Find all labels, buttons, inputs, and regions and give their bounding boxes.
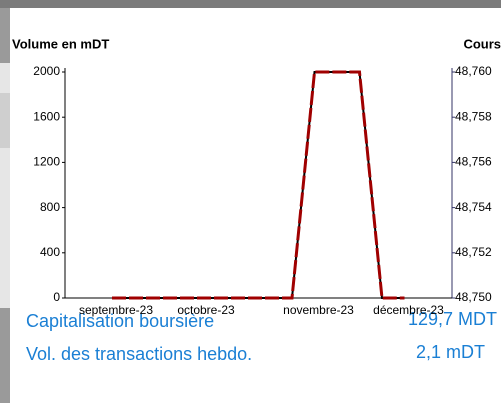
x-tick-label: septembre-23 [79,303,153,317]
y2-tick-label: 48,756 [455,155,492,169]
y-axis-title: Volume en mDT [12,36,109,51]
line-series [112,70,405,300]
x-tick-label: novembre-23 [283,303,354,317]
indicator-value: 2,1 mDT [416,342,485,362]
line-series [112,71,405,299]
y-tick-label: 1200 [33,155,60,169]
y-tick-label: 1600 [33,109,60,123]
y2-tick-label: 48,754 [455,200,492,214]
y2-axis-title: Cours [463,36,501,51]
indicator-label: Capitalisation boursière [26,311,214,331]
y-tick-label: 800 [40,200,60,214]
x-tick-label: octobre-23 [177,303,235,317]
panel [10,8,501,403]
indicator-label: Vol. des transactions hebdo. [26,344,252,364]
y-tick-label: 400 [40,245,60,259]
y-tick-label: 2000 [33,64,60,78]
sidebar [0,8,10,403]
y-tick-label: 0 [53,290,60,304]
x-tick-label: décembre-23 [373,303,444,317]
indicator-value: 129,7 MDT [408,309,497,329]
y2-tick-label: 48,752 [455,245,492,259]
y2-tick-label: 48,750 [455,290,492,304]
y2-tick-label: 48,758 [455,109,492,123]
y2-tick-label: 48,760 [455,64,492,78]
